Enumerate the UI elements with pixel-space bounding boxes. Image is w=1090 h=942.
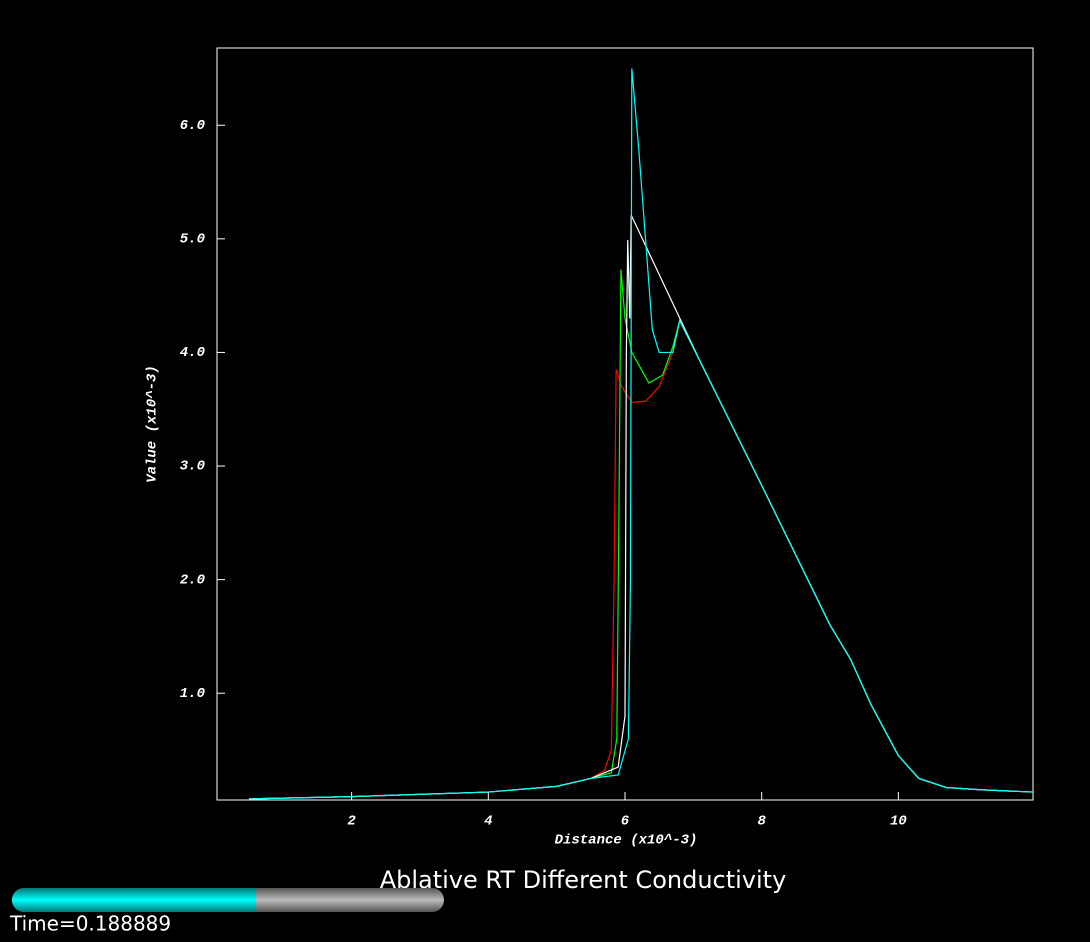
time-slider-progress-edge [240,888,256,912]
series-line [249,68,1034,800]
x-tick-label: 8 [757,814,766,830]
x-axis-label: Distance (x10^-3) [555,833,698,849]
plot-area [249,68,1034,800]
time-label: Time=0.188889 [9,912,171,936]
x-tick-label: 6 [621,814,630,830]
y-tick-label: 4.0 [180,345,205,361]
y-axis-label: Value (x10^-3) [145,365,161,483]
x-tick-label: 10 [890,814,907,830]
y-tick-label: 6.0 [180,118,205,134]
y-tick-label: 1.0 [180,686,205,702]
y-tick-label: 3.0 [180,459,205,475]
time-slider-progress [12,888,256,912]
x-tick-label: 2 [347,814,356,830]
y-tick-label: 5.0 [180,232,205,248]
y-tick-label: 2.0 [180,572,205,588]
chart-title: Ablative RT Different Conductivity [380,866,787,894]
x-tick-label: 4 [484,814,492,830]
